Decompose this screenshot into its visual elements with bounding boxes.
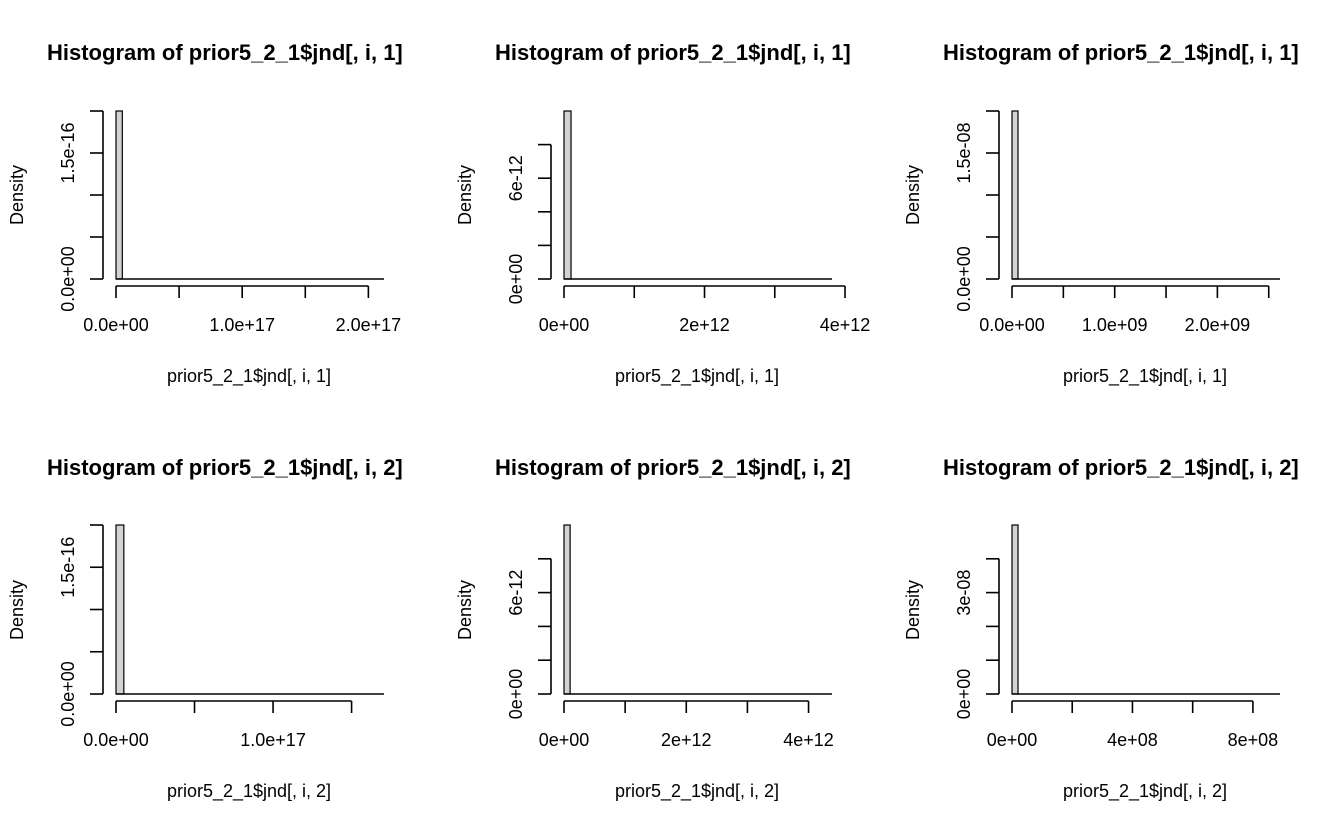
y-tick-label: 0e+00 xyxy=(954,669,974,720)
y-tick-label: 1.5e-16 xyxy=(58,122,78,183)
x-axis-label: prior5_2_1$jnd[, i, 2] xyxy=(1063,781,1227,802)
y-tick-label: 6e-12 xyxy=(506,155,526,201)
x-tick-label: 4e+12 xyxy=(783,730,834,750)
y-tick-label: 1.5e-08 xyxy=(954,122,974,183)
histogram-bar xyxy=(563,524,571,695)
x-tick-label: 1.0e+09 xyxy=(1082,315,1148,335)
y-tick-label: 0.0e+00 xyxy=(954,246,974,312)
x-axis-label: prior5_2_1$jnd[, i, 1] xyxy=(1063,366,1227,387)
y-tick-label: 0e+00 xyxy=(506,669,526,720)
y-tick-label: 0e+00 xyxy=(506,254,526,305)
x-tick-label: 4e+08 xyxy=(1107,730,1158,750)
y-axis-label: Density xyxy=(455,165,475,225)
y-axis-label: Density xyxy=(903,165,923,225)
panel-title: Histogram of prior5_2_1$jnd[, i, 2] xyxy=(943,455,1299,480)
histogram-bar xyxy=(115,524,125,695)
x-tick-label: 2.0e+09 xyxy=(1185,315,1251,335)
x-tick-label: 2e+12 xyxy=(679,315,730,335)
x-axis-label: prior5_2_1$jnd[, i, 2] xyxy=(167,781,331,802)
histogram-panel: Histogram of prior5_2_1$jnd[, i, 1] 0e+00… xyxy=(455,40,870,387)
y-axis-label: Density xyxy=(455,580,475,640)
x-tick-label: 4e+12 xyxy=(820,315,871,335)
panel-title: Histogram of prior5_2_1$jnd[, i, 2] xyxy=(495,455,851,480)
x-tick-label: 0.0e+00 xyxy=(83,315,149,335)
histogram-panel: Histogram of prior5_2_1$jnd[, i, 1] 0.0e+… xyxy=(7,40,403,387)
histogram-bar xyxy=(115,110,123,280)
y-tick-label: 6e-12 xyxy=(506,570,526,616)
x-axis-label: prior5_2_1$jnd[, i, 1] xyxy=(167,366,331,387)
y-tick-label: 3e-08 xyxy=(954,570,974,616)
x-tick-label: 0e+00 xyxy=(539,730,590,750)
y-tick-label: 0.0e+00 xyxy=(58,661,78,727)
y-tick-label: 0.0e+00 xyxy=(58,246,78,312)
y-axis-label: Density xyxy=(7,580,27,640)
panel-title: Histogram of prior5_2_1$jnd[, i, 1] xyxy=(943,40,1299,65)
x-tick-label: 0e+00 xyxy=(539,315,590,335)
panel-title: Histogram of prior5_2_1$jnd[, i, 1] xyxy=(495,40,851,65)
histogram-panel: Histogram of prior5_2_1$jnd[, i, 2] 0e+00… xyxy=(455,455,851,802)
histogram-panel: Histogram of prior5_2_1$jnd[, i, 1] 0.0e+… xyxy=(903,40,1299,387)
x-tick-label: 0.0e+00 xyxy=(979,315,1045,335)
x-axis-label: prior5_2_1$jnd[, i, 1] xyxy=(615,366,779,387)
y-axis-label: Density xyxy=(903,580,923,640)
y-tick-label: 1.5e-16 xyxy=(58,537,78,598)
x-tick-label: 0.0e+00 xyxy=(83,730,149,750)
x-axis-label: prior5_2_1$jnd[, i, 2] xyxy=(615,781,779,802)
x-tick-label: 1.0e+17 xyxy=(240,730,306,750)
histogram-bar xyxy=(1011,524,1019,695)
x-tick-label: 2e+12 xyxy=(661,730,712,750)
x-tick-label: 0e+00 xyxy=(987,730,1038,750)
y-axis-label: Density xyxy=(7,165,27,225)
histogram-panel: Histogram of prior5_2_1$jnd[, i, 2] 0e+00… xyxy=(903,455,1299,802)
x-tick-label: 1.0e+17 xyxy=(209,315,275,335)
histogram-bar xyxy=(1011,110,1019,280)
panel-title: Histogram of prior5_2_1$jnd[, i, 2] xyxy=(47,455,403,480)
x-tick-label: 8e+08 xyxy=(1228,730,1279,750)
x-tick-label: 2.0e+17 xyxy=(336,315,402,335)
histogram-bar xyxy=(563,110,572,280)
panel-title: Histogram of prior5_2_1$jnd[, i, 1] xyxy=(47,40,403,65)
histogram-panel: Histogram of prior5_2_1$jnd[, i, 2] 0.0e+… xyxy=(7,455,403,802)
